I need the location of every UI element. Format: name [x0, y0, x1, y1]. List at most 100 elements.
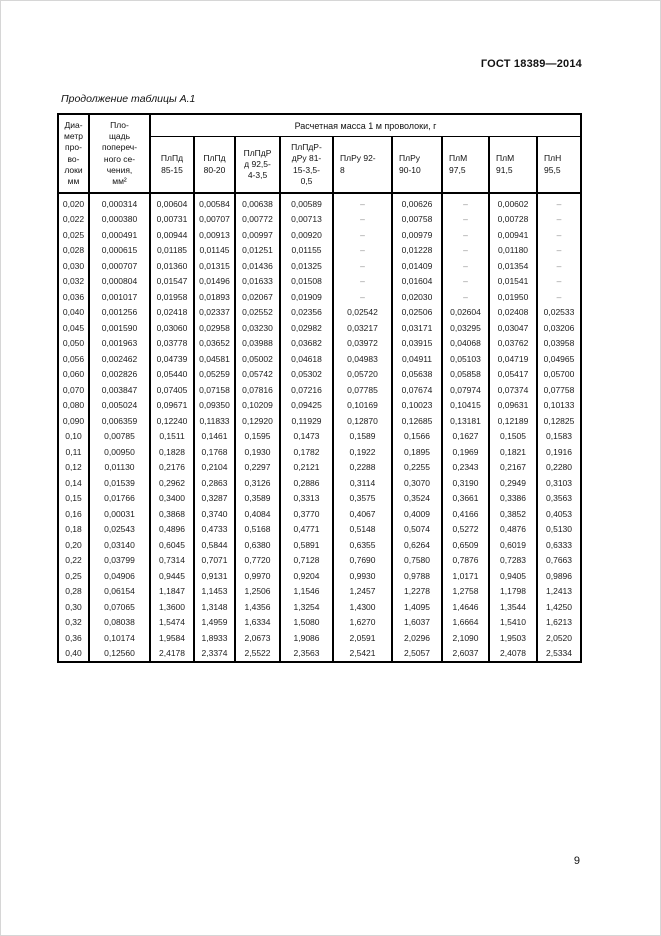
table-cell: 1,2758: [441, 583, 489, 599]
table-cell: –: [536, 289, 581, 305]
table-cell: 1,4095: [391, 599, 442, 615]
table-cell: 0,01541: [488, 273, 537, 289]
header-row-alloys: ПлПд 85-15 ПлПд 80-20 ПлПдР д 92,5- 4-3,5 П…: [58, 136, 581, 194]
table-cell: 0,02982: [279, 320, 333, 336]
doc-number: ГОСТ 18389—2014: [480, 58, 582, 70]
table-row: 0,20 0,03140 0,6045 0,5844 0,6380 0,5891 0,635…: [57, 537, 581, 553]
table-row: 0,40 0,12560 2,4178 2,3374 2,5522 2,3563 2,542…: [57, 645, 581, 662]
table-cell: 0,3313: [279, 490, 333, 506]
table-cell: 0,02337: [193, 304, 235, 320]
table-cell: 0,5168: [234, 521, 280, 537]
table-cell: 0,6509: [441, 537, 489, 553]
table-cell: 0,07158: [193, 382, 235, 398]
table-row: 0,020 0,000314 0,00604 0,00584 0,00638 0,0058…: [57, 193, 581, 212]
table-cell: 0,02067: [234, 289, 280, 305]
table-cell: 2,5057: [391, 645, 442, 662]
table-cell: 0,001590: [88, 320, 150, 336]
table-cell: 0,01633: [234, 273, 280, 289]
table-cell: 0,001017: [88, 289, 150, 305]
table-cell: 0,03171: [391, 320, 442, 336]
table-cell: 0,7283: [488, 552, 537, 568]
table-row: 0,028 0,000615 0,01185 0,01145 0,01251 0,0115…: [57, 242, 581, 258]
table-cell: 0,3400: [149, 490, 194, 506]
table-cell: 0,12825: [536, 413, 581, 429]
table-cell: 0,01409: [391, 258, 442, 274]
table-cell: 0,3287: [193, 490, 235, 506]
table-cell: 0,9131: [193, 568, 235, 584]
table-cell: 0,07374: [488, 382, 537, 398]
column-header-alloy: ПлПд 80-20: [193, 136, 235, 194]
table-cell: 0,03140: [88, 537, 150, 553]
table-cell: 0,00772: [234, 211, 280, 227]
table-cell: 0,003847: [88, 382, 150, 398]
table-cell: –: [536, 258, 581, 274]
table-cell: 0,9204: [279, 568, 333, 584]
column-header-alloy: ПлН 95,5: [536, 136, 581, 194]
table-cell: 0,03988: [234, 335, 280, 351]
table-cell: 0,02533: [536, 304, 581, 320]
table-cell: 0,2863: [193, 475, 235, 491]
table-cell: 0,07674: [391, 382, 442, 398]
table-cell: 0,001963: [88, 335, 150, 351]
table-cell: 1,6664: [441, 614, 489, 630]
table-cell: 0,4733: [193, 521, 235, 537]
table-cell: 0,2167: [488, 459, 537, 475]
table-cell: 0,10: [57, 428, 89, 444]
table-cell: 0,4067: [332, 506, 392, 522]
table-cell: 0,00728: [488, 211, 537, 227]
table-cell: 1,4959: [193, 614, 235, 630]
table-cell: 0,07405: [149, 382, 194, 398]
table-cell: 0,01766: [88, 490, 150, 506]
table-cell: 0,1589: [332, 428, 392, 444]
table-cell: 0,090: [57, 413, 89, 429]
table-row: 0,28 0,06154 1,1847 1,1453 1,2506 1,1546 1,245…: [57, 583, 581, 599]
table-cell: 0,032: [57, 273, 89, 289]
table-row: 0,14 0,01539 0,2962 0,2863 0,3126 0,2886 0,311…: [57, 475, 581, 491]
table-cell: 0,1461: [193, 428, 235, 444]
table-cell: 0,2288: [332, 459, 392, 475]
table-cell: 2,4078: [488, 645, 537, 662]
table-cell: 0,05302: [279, 366, 333, 382]
table-cell: 0,03230: [234, 320, 280, 336]
table-cell: 1,8933: [193, 630, 235, 646]
header-row-top: Диа- метр про- во- локи мм Пло- щадь поп…: [57, 114, 581, 194]
table-cell: 0,03047: [488, 320, 537, 336]
table-cell: 2,4178: [149, 645, 194, 662]
table-cell: 0,01508: [279, 273, 333, 289]
table-row: 0,18 0,02543 0,4896 0,4733 0,5168 0,4771 0,514…: [57, 521, 581, 537]
table-body: 0,020 0,000314 0,00604 0,00584 0,00638 0,0058…: [57, 193, 581, 662]
table-cell: 0,3126: [234, 475, 280, 491]
table-cell: 0,03778: [149, 335, 194, 351]
table-cell: 0,3524: [391, 490, 442, 506]
table-cell: 0,9788: [391, 568, 442, 584]
table-row: 0,10 0,00785 0,1511 0,1461 0,1595 0,1473 0,158…: [57, 428, 581, 444]
column-header-diameter: Диа- метр про- во- локи мм: [57, 114, 89, 194]
table-cell: 0,9896: [536, 568, 581, 584]
table-cell: 0,1922: [332, 444, 392, 460]
table-cell: 0,7720: [234, 552, 280, 568]
table-row: 0,090 0,006359 0,12240 0,11833 0,12920 0,1192…: [57, 413, 581, 429]
table-cell: 1,2413: [536, 583, 581, 599]
table-cell: 1,1847: [149, 583, 194, 599]
table-cell: 0,001256: [88, 304, 150, 320]
table-cell: 0,6264: [391, 537, 442, 553]
table-cell: 0,04739: [149, 351, 194, 367]
table-cell: –: [332, 242, 392, 258]
table-row: 0,045 0,001590 0,03060 0,02958 0,03230 0,0298…: [57, 320, 581, 336]
table-cell: 0,00589: [279, 193, 333, 212]
table-cell: 0,01228: [391, 242, 442, 258]
table-cell: 1,1453: [193, 583, 235, 599]
table-cell: 0,022: [57, 211, 89, 227]
table-cell: –: [332, 227, 392, 243]
table-cell: 0,7071: [193, 552, 235, 568]
column-header-alloy: ПлРу 92- 8: [332, 136, 392, 194]
table-cell: 0,12240: [149, 413, 194, 429]
table-cell: 0,1511: [149, 428, 194, 444]
table-cell: 0,11: [57, 444, 89, 460]
table-cell: 0,4084: [234, 506, 280, 522]
table-cell: 0,05103: [441, 351, 489, 367]
table-cell: 0,3575: [332, 490, 392, 506]
table-cell: –: [332, 273, 392, 289]
table-cell: –: [441, 227, 489, 243]
